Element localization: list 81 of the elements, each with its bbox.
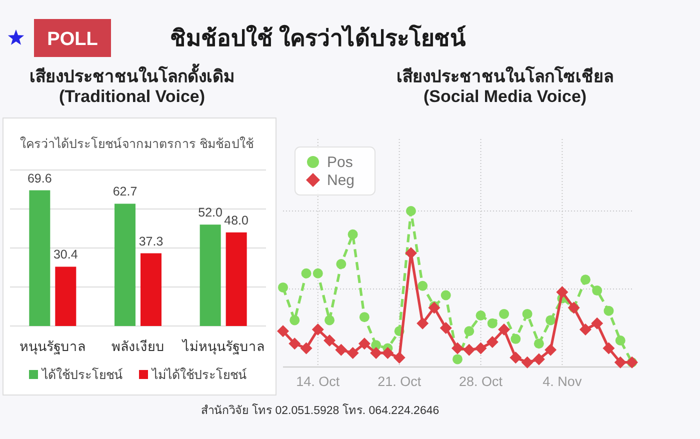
- point: [452, 342, 464, 354]
- point: [474, 342, 487, 354]
- point: [324, 315, 335, 326]
- point: [277, 325, 289, 338]
- point: [440, 322, 452, 334]
- data-label: 69.6: [27, 171, 52, 186]
- bar: [140, 253, 162, 326]
- point: [499, 308, 510, 319]
- point: [534, 338, 544, 349]
- x-tick-label: พลังเงียบ: [112, 339, 164, 354]
- point: [602, 342, 615, 354]
- bar: [226, 232, 247, 326]
- point: [348, 229, 358, 240]
- text: สำนักวิจัย โทร 02.051.5928 โทร. 064.224.2646: [200, 403, 440, 417]
- data-label: 30.4: [53, 248, 78, 262]
- legend-label: Pos: [327, 154, 353, 171]
- text: ชิมช้อปใช้ ใครว่าได้ประโยชน์: [170, 24, 466, 51]
- point: [476, 310, 486, 321]
- x-tick-label: 28. Oct: [459, 374, 503, 389]
- point: [290, 315, 300, 326]
- point: [498, 324, 510, 336]
- point: [312, 268, 323, 278]
- point: [464, 326, 474, 336]
- point: [300, 342, 312, 354]
- legend-label: ได้ใช้ประโยชน์: [41, 367, 123, 382]
- point: [614, 356, 626, 368]
- legend-label: ไม่ได้ใช้ประโยชน์: [151, 367, 247, 382]
- point: [359, 312, 370, 322]
- point: [452, 354, 462, 364]
- point: [416, 317, 429, 330]
- point: [370, 346, 382, 359]
- chart-title: เสียงประชาชนในโลกดั้งเดิม (Traditional Voice): [30, 63, 234, 106]
- point: [382, 346, 394, 359]
- point: [393, 352, 406, 364]
- data-label: 37.3: [138, 234, 164, 248]
- point: [604, 306, 614, 316]
- point: [592, 286, 602, 296]
- x-tick-label: 14. Oct: [296, 374, 340, 389]
- bar: [200, 224, 221, 326]
- chart-subtitle: ใครว่าได้ประโยชน์จากมาตรการ ชิมช้อปใช้: [20, 136, 254, 151]
- point: [521, 356, 534, 368]
- data-label: 62.7: [112, 184, 138, 199]
- point: [556, 286, 568, 298]
- point: [486, 336, 498, 348]
- point: [336, 259, 346, 270]
- point: [335, 344, 348, 356]
- point: [288, 338, 301, 350]
- point: [580, 274, 590, 285]
- point: [510, 334, 521, 344]
- point: [532, 353, 545, 366]
- point: [278, 282, 288, 292]
- bar: [29, 190, 50, 326]
- point: [591, 317, 604, 330]
- point: [428, 302, 440, 314]
- chart-title: เสียงประชาชนในโลกโซเชียล (Social Media Voice): [396, 66, 614, 106]
- point: [346, 346, 359, 359]
- point: [579, 324, 592, 336]
- point: [312, 324, 324, 336]
- point: [301, 268, 312, 278]
- point: [615, 335, 626, 346]
- x-tick-label: 4. Nov: [542, 374, 582, 389]
- point: [324, 334, 336, 346]
- legend-label: Neg: [327, 172, 355, 189]
- data-label: 52.0: [198, 206, 223, 220]
- text: POLL: [47, 29, 98, 50]
- bar: [55, 266, 76, 326]
- x-tick-label: ไม่หนุนรัฐบาล: [181, 339, 264, 355]
- data-label: 48.0: [224, 213, 249, 228]
- point: [522, 308, 532, 319]
- point: [358, 338, 370, 350]
- point: [510, 352, 522, 364]
- point: [406, 206, 416, 216]
- point: [440, 290, 451, 300]
- point: [463, 344, 476, 356]
- point: [544, 344, 557, 356]
- x-tick-label: หนุนรัฐบาล: [20, 339, 86, 355]
- point: [546, 315, 556, 326]
- point: [487, 318, 498, 328]
- point: [418, 280, 428, 291]
- bar: [114, 204, 136, 326]
- x-tick-label: 21. Oct: [378, 374, 422, 389]
